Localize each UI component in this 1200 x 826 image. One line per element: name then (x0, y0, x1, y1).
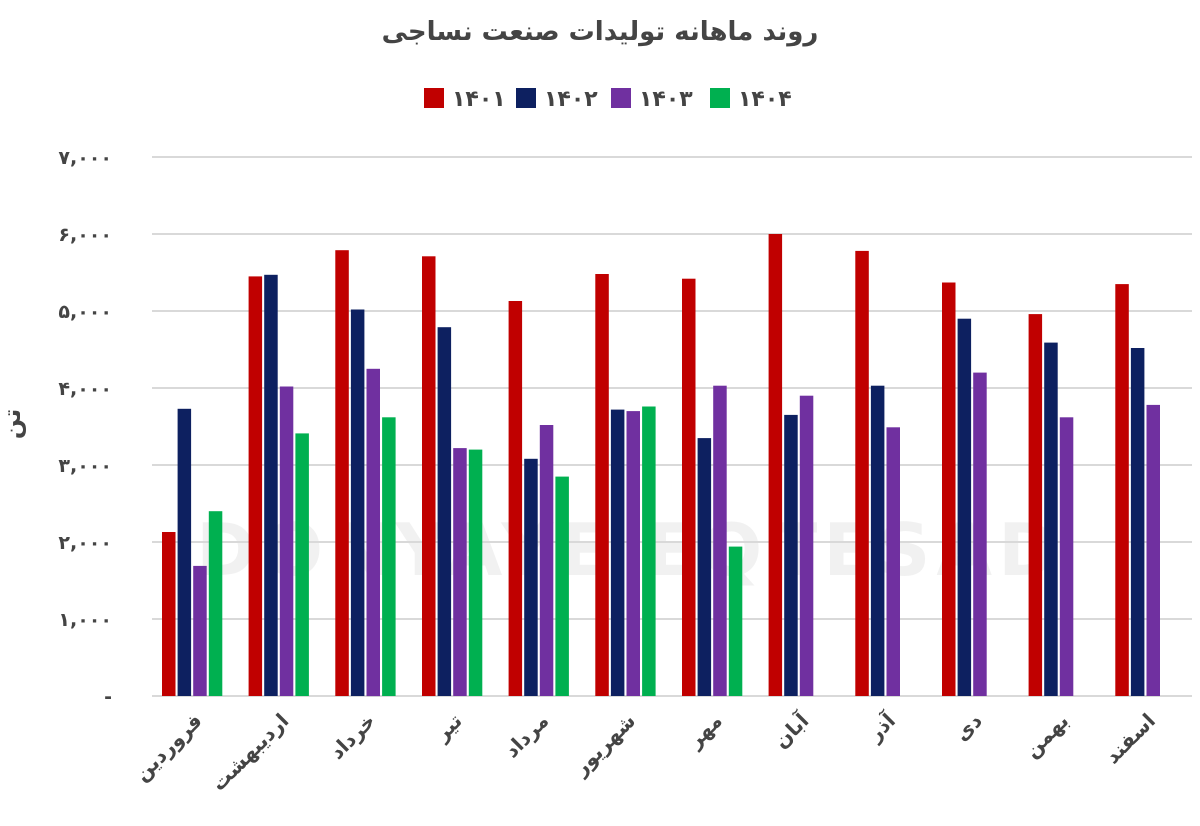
x-tick-label: شهریور (568, 709, 640, 781)
bar (973, 372, 987, 696)
legend-label: ۱۴۰۲ (544, 87, 598, 112)
y-tick-label: ۱,۰۰۰ (58, 609, 112, 631)
x-tick-label: دی (950, 709, 987, 746)
bar (208, 511, 223, 696)
bar (1146, 404, 1160, 696)
bar (1130, 348, 1145, 696)
y-tick-label: ۴,۰۰۰ (58, 378, 112, 400)
y-tick-label: - (104, 686, 112, 708)
bar (177, 408, 192, 696)
bar (468, 449, 483, 696)
x-tick-label: آذر (861, 707, 900, 746)
legend-label: ۱۴۰۱ (452, 87, 506, 112)
x-tick-label: مرداد (499, 709, 553, 763)
bar (162, 532, 176, 696)
y-axis-ticks: - ۱,۰۰۰ ۲,۰۰۰ ۳,۰۰۰ ۴,۰۰۰ ۵,۰۰۰ ۶,۰۰۰ ۷,۰۰۰ (58, 147, 112, 708)
legend-label: ۱۴۰۴ (738, 87, 792, 112)
x-tick-label: فروردین (129, 709, 206, 786)
y-tick-label: ۶,۰۰۰ (58, 224, 112, 246)
bar (728, 546, 743, 696)
bars (162, 234, 1160, 697)
bar (350, 309, 365, 696)
gridlines (152, 156, 1192, 697)
legend: ۱۴۰۱ ۱۴۰۲ ۱۴۰۳ ۱۴۰۴ (424, 87, 792, 112)
legend-swatch (424, 88, 444, 108)
bar (453, 448, 467, 696)
bar (799, 395, 814, 696)
bar (437, 327, 452, 696)
bar (784, 414, 798, 696)
y-tick-label: ۷,۰۰۰ (58, 147, 112, 169)
y-axis-label: تن (0, 409, 26, 440)
bar (539, 425, 554, 696)
bar (642, 406, 656, 696)
bar (555, 476, 569, 696)
bar (295, 433, 309, 696)
bar (610, 409, 625, 696)
bar (335, 250, 349, 696)
x-tick-label: اسفند (1100, 709, 1160, 769)
legend-swatch (516, 88, 536, 108)
bar (279, 386, 294, 696)
bar (768, 234, 783, 696)
bar (264, 274, 278, 696)
bar (626, 411, 640, 696)
bar (508, 301, 523, 696)
y-tick-label: ۵,۰۰۰ (58, 301, 112, 323)
bar (524, 458, 538, 696)
bar (1059, 417, 1074, 696)
bar (366, 368, 380, 697)
x-tick-label: اردیبهشت (206, 709, 293, 796)
bar (422, 256, 436, 696)
bar (193, 565, 207, 696)
chart-title: روند ماهانه تولیدات صنعت نساجی (382, 17, 819, 47)
legend-label: ۱۴۰۳ (639, 87, 693, 112)
x-tick-label: مهر (682, 709, 727, 754)
x-tick-label: بهمن (1020, 709, 1074, 763)
x-tick-label: تیر (429, 709, 467, 747)
bar (886, 427, 900, 696)
bar (942, 282, 956, 696)
x-tick-label: خرداد (325, 709, 380, 764)
bar (1028, 314, 1043, 696)
y-tick-label: ۳,۰۰۰ (58, 455, 112, 477)
x-tick-label: آبان (768, 707, 814, 753)
x-axis-ticks: فروردین اردیبهشت خرداد تیر مرداد شهریور مهر آبا… (129, 707, 1160, 796)
bar (713, 385, 727, 696)
legend-swatch (710, 88, 730, 108)
bar (382, 417, 396, 696)
bar (957, 318, 972, 696)
bar (248, 276, 263, 696)
bar (855, 250, 869, 696)
bar (1115, 284, 1129, 696)
y-tick-label: ۲,۰۰۰ (58, 532, 112, 554)
bar (682, 278, 696, 696)
bar (595, 274, 609, 696)
legend-swatch (611, 88, 631, 108)
bar (1044, 342, 1058, 696)
bar (870, 385, 885, 696)
bar (697, 438, 712, 696)
